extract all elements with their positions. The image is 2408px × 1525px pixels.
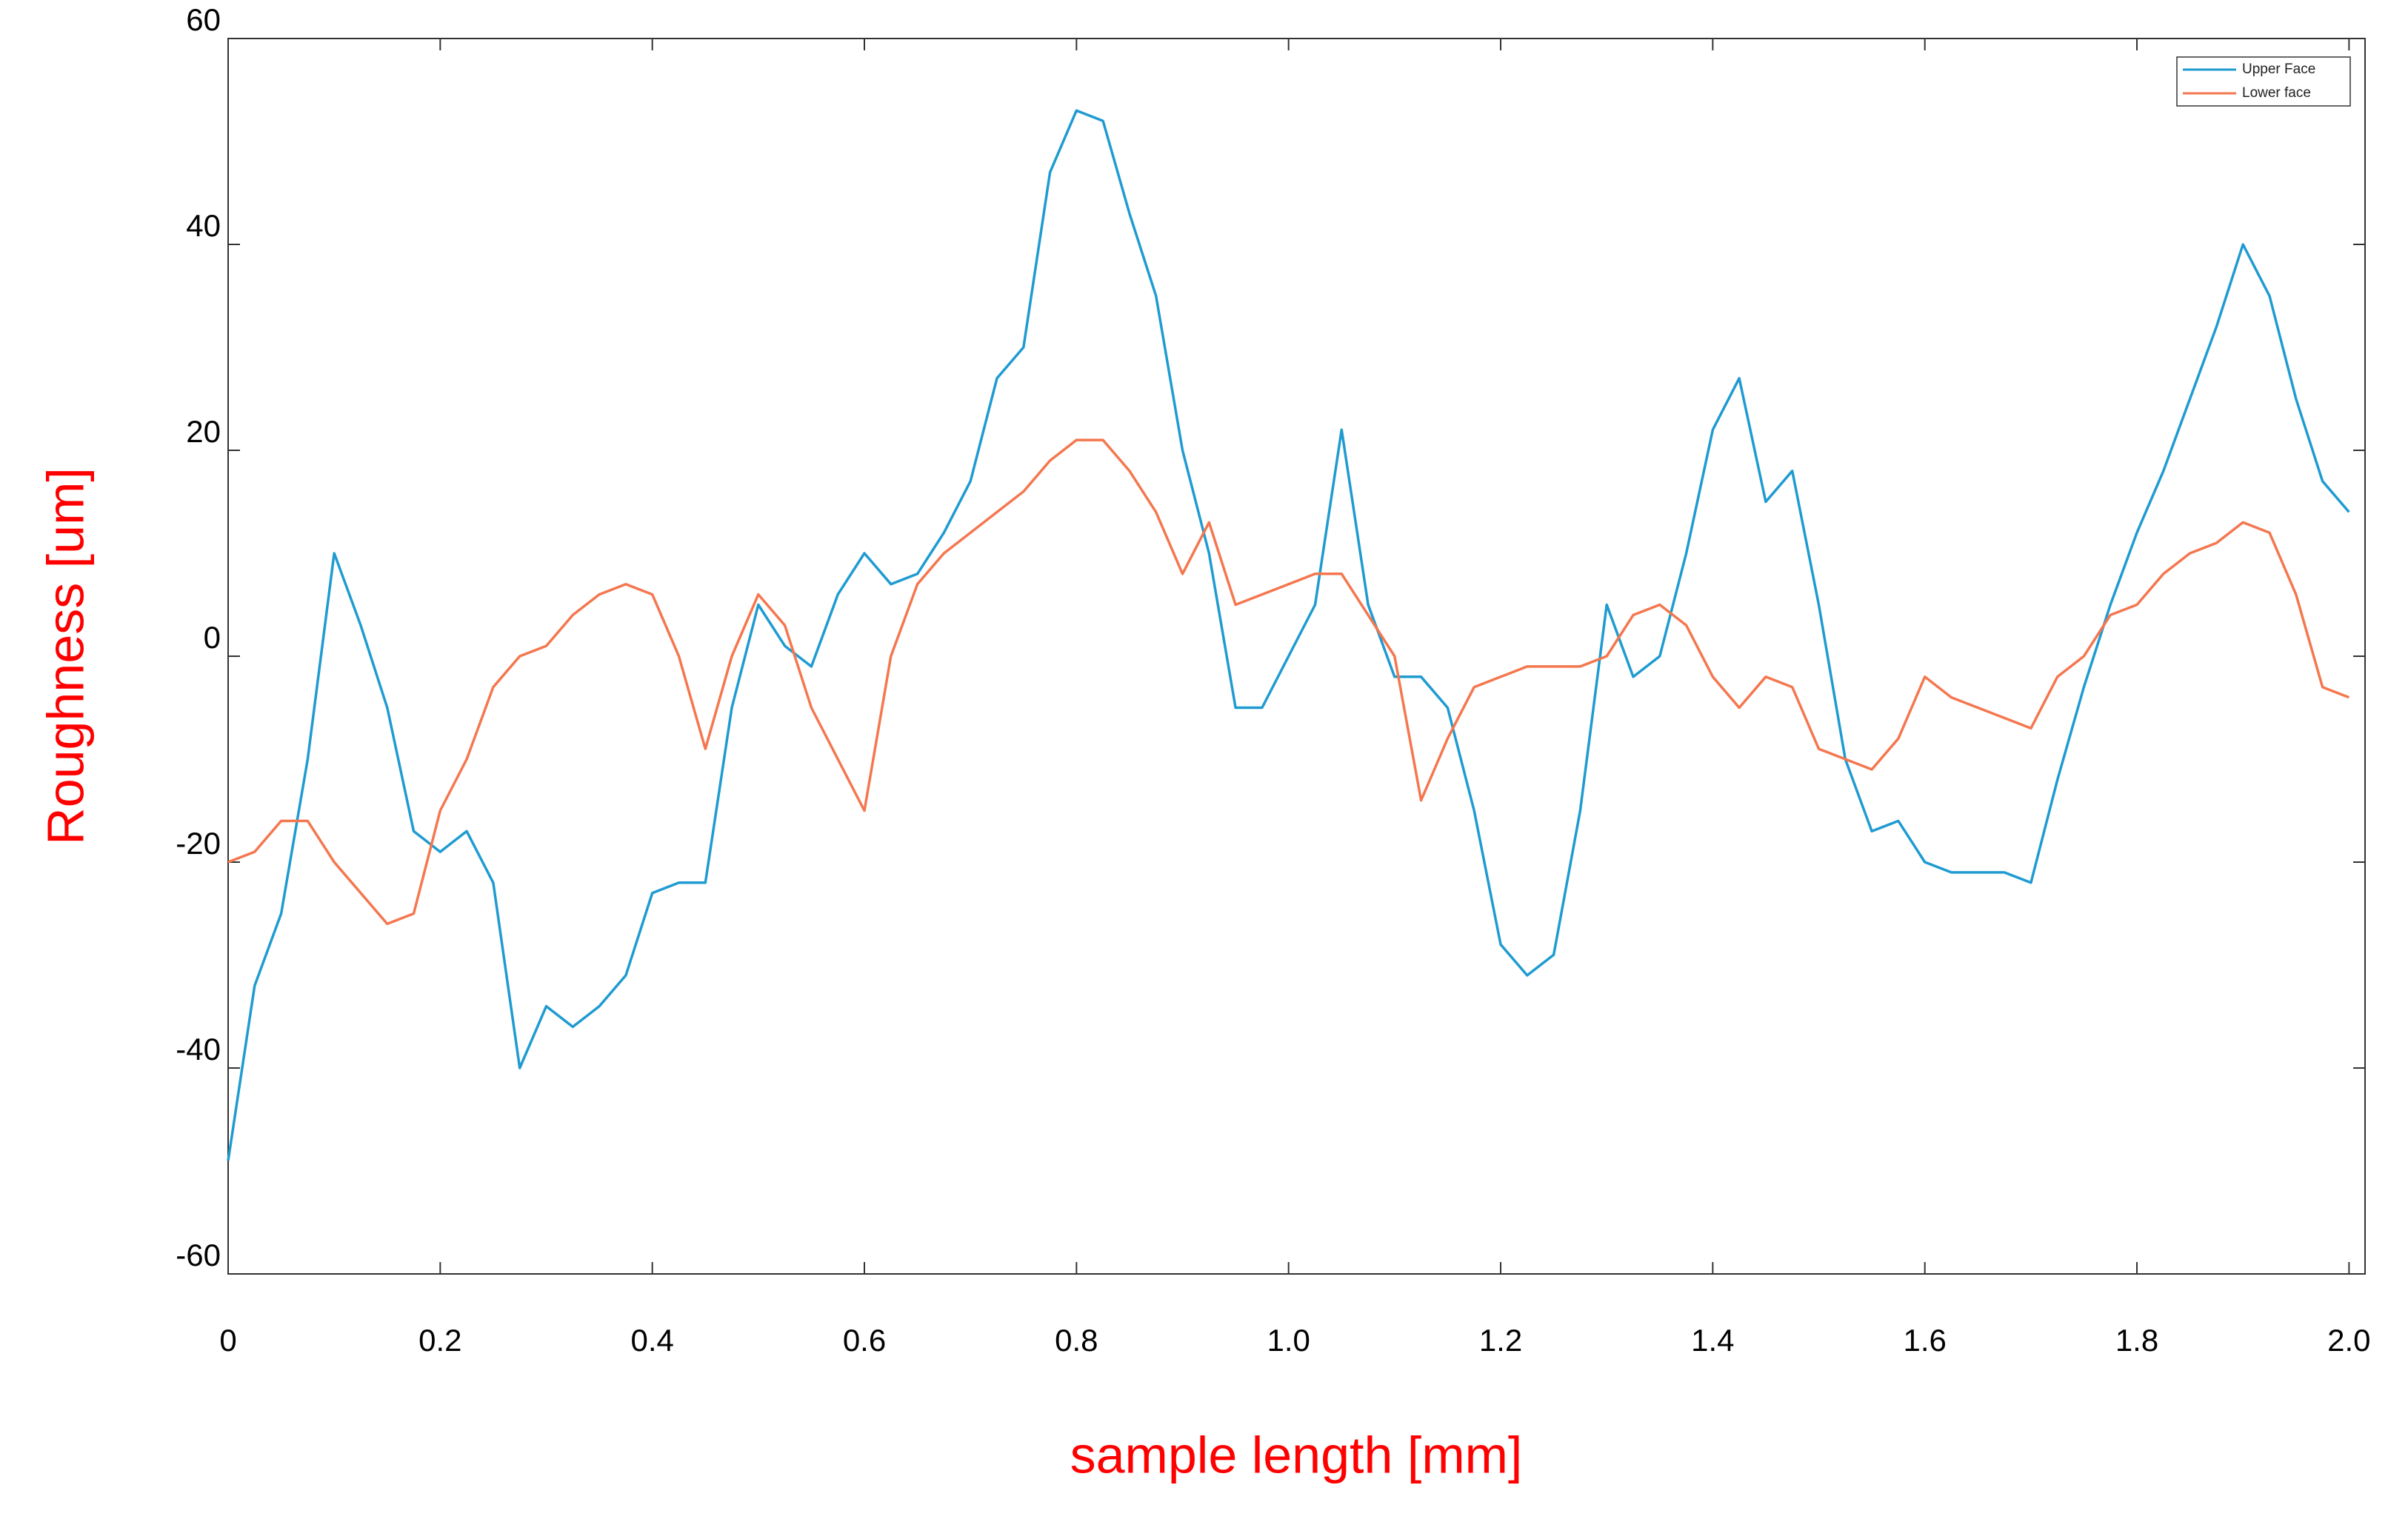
x-tick-label: 0	[219, 1323, 236, 1358]
y-tick-label: 0	[204, 620, 221, 655]
y-axis-label: Roughness [um]	[36, 467, 94, 845]
y-tick-label: 20	[186, 414, 221, 449]
x-tick-label: 1.4	[1691, 1323, 1734, 1358]
legend-box	[2176, 56, 2351, 107]
y-tick-label: -60	[176, 1238, 221, 1272]
plot-frame	[227, 38, 2366, 1275]
x-tick-label: 2.0	[2327, 1323, 2370, 1358]
y-tick-label: 60	[186, 2, 221, 37]
y-tick-label: 40	[186, 208, 221, 243]
x-tick-label: 0.2	[418, 1323, 461, 1358]
x-tick-label: 1.2	[1479, 1323, 1522, 1358]
data-line	[227, 438, 2350, 926]
data-line	[227, 109, 2350, 1161]
x-tick-label: 1.8	[2115, 1323, 2158, 1358]
legend-label: Lower face	[2242, 85, 2311, 101]
x-axis-label: sample length [mm]	[1070, 1426, 1523, 1484]
x-tick-label: 1.6	[1903, 1323, 1946, 1358]
y-tick-label: -20	[176, 826, 221, 861]
x-tick-label: 0.4	[630, 1323, 673, 1358]
x-tick-label: 1.0	[1267, 1323, 1310, 1358]
y-tick-label: -40	[176, 1032, 221, 1067]
legend-label: Upper Face	[2242, 61, 2315, 77]
x-tick-label: 0.8	[1055, 1323, 1098, 1358]
x-tick-label: 0.6	[843, 1323, 886, 1358]
